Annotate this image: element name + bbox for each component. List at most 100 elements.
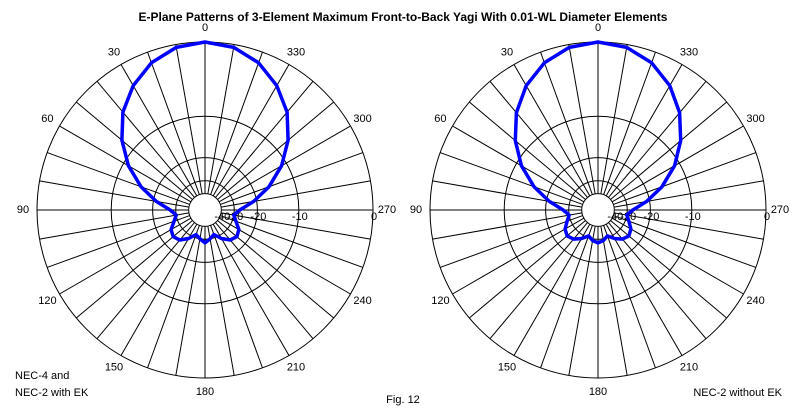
spoke [513,223,591,356]
spoke [147,51,200,195]
theta-tick-label: 90 [17,204,29,216]
grid-circle [503,115,693,305]
spoke [611,125,744,203]
spoke [59,217,192,295]
r-tick-label: -10 [292,211,308,223]
spoke [210,225,263,369]
spoke [215,222,314,340]
theta-tick-label: 330 [287,46,305,58]
grid-circle [188,193,222,227]
theta-tick-label: 180 [196,386,214,398]
grid-circle [568,180,628,240]
spoke [613,212,764,240]
spoke [46,215,190,268]
spoke [175,225,203,376]
theta-tick-label: 60 [434,113,446,125]
pattern-line [120,40,290,245]
spoke [568,225,596,376]
spoke [613,180,764,208]
theta-tick-label: 90 [410,204,422,216]
theta-tick-label: 180 [589,386,607,398]
grid-circle [175,180,235,240]
spoke [613,215,757,268]
spoke [147,225,200,369]
theta-tick-label: 60 [41,113,53,125]
theta-tick-label: 150 [498,362,516,374]
spoke [217,220,335,319]
figure-title: E-Plane Patterns of 3-Element Maximum Fr… [139,10,668,24]
spoke [605,223,683,356]
annotation: NEC-2 with EK [15,387,89,399]
spoke [432,212,583,240]
spoke [432,180,583,208]
spoke [75,220,193,319]
spoke [603,225,656,369]
spoke [175,44,203,195]
spoke [96,80,195,198]
spoke [603,51,656,195]
theta-tick-label: 120 [38,295,56,307]
r-tick-label: -20 [250,211,266,223]
pattern-line [513,40,683,245]
spoke [220,180,371,208]
spoke [39,212,190,240]
caption: Fig. 12 [386,394,420,406]
r-tick-label: -40 [607,211,623,223]
theta-tick-label: 120 [431,295,449,307]
spoke [220,215,364,268]
r-tick-label: -10 [685,211,701,223]
r-tick-label: -40 [214,211,230,223]
spoke [468,101,586,200]
spoke [452,217,585,295]
theta-tick-label: 270 [378,204,396,216]
spoke [210,51,263,195]
spoke [96,222,195,340]
spoke [207,225,235,376]
spoke [220,212,371,240]
grid-circle [581,193,615,227]
spoke [439,215,583,268]
r-tick-label: 0 [371,211,377,223]
spoke [489,80,588,198]
spoke [600,225,628,376]
spoke [600,44,628,195]
spoke [39,180,190,208]
theta-tick-label: 0 [595,22,601,34]
theta-tick-label: 0 [202,22,208,34]
spoke [220,152,364,205]
spoke [489,222,588,340]
spoke [120,223,198,356]
spoke [452,125,585,203]
spoke [59,125,192,203]
spoke [439,152,583,205]
theta-tick-label: 30 [108,46,120,58]
theta-tick-label: 300 [353,113,371,125]
spoke [46,152,190,205]
spoke [212,223,290,356]
spoke [217,101,335,200]
spoke [568,44,596,195]
spoke [218,217,351,295]
spoke [608,222,707,340]
spoke [613,152,757,205]
spoke [540,51,593,195]
spoke [610,101,728,200]
r-tick-label: -20 [643,211,659,223]
theta-tick-label: 270 [771,204,789,216]
annotation: NEC-4 and [15,370,69,382]
theta-tick-label: 210 [680,362,698,374]
spoke [75,101,193,200]
spoke [608,80,707,198]
annotation: NEC-2 without EK [693,387,782,399]
theta-tick-label: 210 [287,362,305,374]
theta-tick-label: 30 [501,46,513,58]
spoke [540,225,593,369]
theta-tick-label: 330 [680,46,698,58]
grid-circle [152,157,258,263]
grid-circle [545,157,651,263]
theta-tick-label: 240 [746,295,764,307]
grid-circle [110,115,300,305]
theta-tick-label: 240 [353,295,371,307]
theta-tick-label: 150 [105,362,123,374]
